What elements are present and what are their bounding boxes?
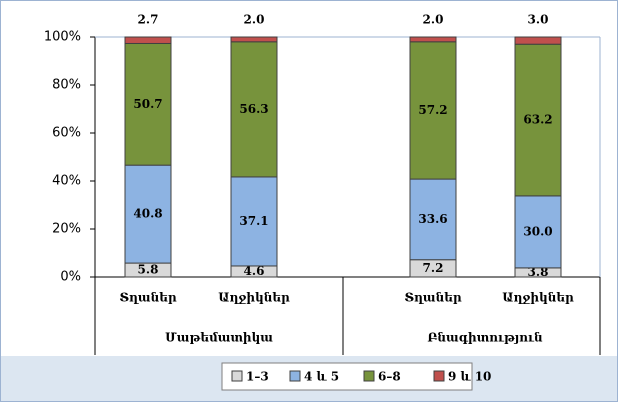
bar-segment [124, 36, 172, 44]
bar-segment [124, 164, 172, 264]
x-tick-label: Աղջիկներ [502, 291, 574, 305]
y-tick-label: 60% [52, 126, 81, 141]
legend-label: 1–3 [246, 370, 269, 384]
legend-label: 9 և 10 [448, 370, 491, 384]
x-tick-label: Աղջիկներ [218, 291, 290, 305]
data-label: 4.6 [244, 264, 265, 278]
category-group-label: Մաթեմատիկա [165, 331, 273, 345]
data-label: 50.7 [133, 97, 162, 111]
legend-swatch [433, 370, 445, 382]
bar-segment [409, 41, 457, 180]
bar-segment [230, 41, 278, 178]
bar-segment [230, 176, 278, 267]
bar-segment [514, 36, 562, 45]
data-label: 7.2 [423, 261, 444, 275]
y-tick-label: 20% [52, 222, 81, 237]
data-label: 2.0 [423, 13, 444, 27]
bar-segment [514, 43, 562, 197]
legend-swatch [231, 370, 243, 382]
x-tick-label: Տղաներ [404, 291, 462, 305]
data-label: 30.0 [523, 224, 552, 238]
data-label: 40.8 [133, 207, 162, 221]
y-tick-label: 0% [60, 270, 81, 285]
x-tick-label: Տղաներ [119, 291, 177, 305]
data-label: 3.8 [528, 265, 549, 279]
y-tick-label: 80% [52, 78, 81, 93]
legend-swatch [363, 370, 375, 382]
data-label: 33.6 [418, 212, 447, 226]
legend [221, 362, 473, 391]
y-tick-label: 40% [52, 174, 81, 189]
data-label: 63.2 [523, 113, 552, 127]
data-label: 37.1 [239, 214, 268, 228]
data-label: 2.7 [138, 13, 159, 27]
data-label: 3.0 [528, 13, 549, 27]
data-label: 56.3 [239, 102, 268, 116]
legend-swatch [289, 370, 301, 382]
bar-segment [409, 36, 457, 43]
category-group-label: Բնագիտություն [427, 331, 543, 345]
bar-segment [409, 178, 457, 261]
bar-segment [514, 195, 562, 269]
data-label: 2.0 [244, 13, 265, 27]
bar-segment [230, 36, 278, 43]
legend-label: 4 և 5 [304, 370, 339, 384]
bar-segment [124, 42, 172, 166]
data-label: 5.8 [138, 263, 159, 277]
legend-label: 6–8 [378, 370, 401, 384]
y-tick-label: 100% [44, 30, 81, 45]
data-label: 57.2 [418, 103, 447, 117]
